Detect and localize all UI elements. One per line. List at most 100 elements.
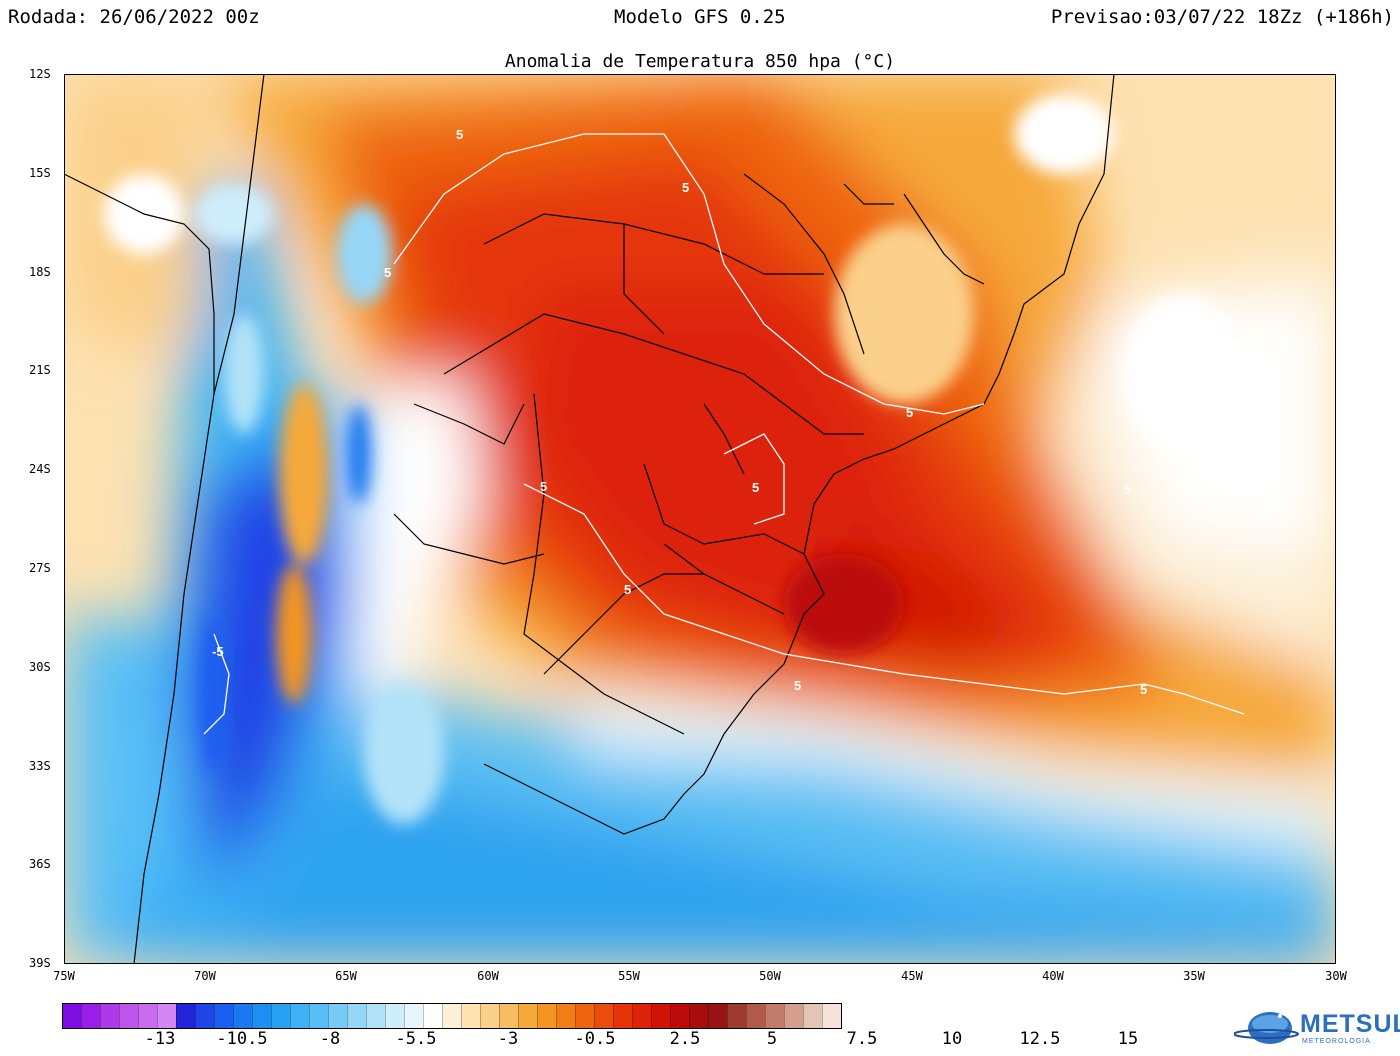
colorbar-segment: [689, 1004, 708, 1028]
colorbar-segment: [214, 1004, 233, 1028]
colorbar-label: -8: [319, 1029, 341, 1049]
lat-label: 21S: [29, 363, 51, 377]
colorbar-segment: [803, 1004, 822, 1028]
colorbar-label: -0.5: [574, 1029, 616, 1049]
contour-label-5: 5: [752, 480, 759, 495]
model-name-label: Modelo GFS 0.25: [614, 6, 786, 28]
contour-label-5: 5: [384, 265, 391, 280]
colorbar-segment: [556, 1004, 575, 1028]
colorbar-segment: [537, 1004, 556, 1028]
colorbar-segment: [784, 1004, 803, 1028]
anomaly-field-broad: [64, 74, 1336, 964]
contour-label-5: 5: [794, 678, 801, 693]
lat-label: 27S: [29, 561, 51, 575]
colorbar-label: -10.5: [216, 1029, 268, 1049]
colorbar-segment: [138, 1004, 157, 1028]
contour-lines: [203, 133, 1245, 735]
colorbar-segment: [594, 1004, 613, 1028]
colorbar-segment: [670, 1004, 689, 1028]
colorbar-segment: [385, 1004, 404, 1028]
lon-label: 55W: [618, 969, 640, 983]
colorbar-label: 7.5: [846, 1029, 878, 1049]
lon-label: 35W: [1183, 969, 1205, 983]
color-scale-bar: [62, 1003, 842, 1029]
colorbar-segment: [822, 1004, 841, 1028]
globe-icon: [1233, 1012, 1299, 1044]
map-title: Anomalia de Temperatura 850 hpa (°C): [504, 51, 896, 72]
lon-label: 30W: [1325, 969, 1347, 983]
lat-label: 18S: [29, 265, 51, 279]
colorbar-segment: [328, 1004, 347, 1028]
lat-label: 30S: [29, 660, 51, 674]
colorbar-label: -13: [144, 1029, 176, 1049]
logo-wordmark: METSUL: [1300, 1010, 1400, 1038]
contour-labels: 5 5 5 5 5 5 5 5 5 5 -5: [212, 127, 1147, 697]
lon-label: 60W: [477, 969, 499, 983]
colorbar-segment: [765, 1004, 784, 1028]
colorbar-segment: [63, 1004, 81, 1028]
colorbar-segment: [271, 1004, 290, 1028]
colorbar-segment: [252, 1004, 271, 1028]
forecast-time-label: Previsao:03/07/22 18Zz (+186h): [1050, 6, 1394, 28]
colorbar-segment: [632, 1004, 651, 1028]
colorbar-label: -5.5: [395, 1029, 437, 1049]
contour-label-5: 5: [1124, 482, 1131, 497]
colorbar-segment: [575, 1004, 594, 1028]
temperature-anomaly-map[interactable]: 5 5 5 5 5 5 5 5 5 5 -5: [64, 74, 1336, 964]
colorbar-segment: [404, 1004, 423, 1028]
logo-subtitle: METEOROLOGIA: [1302, 1038, 1371, 1045]
colorbar-segment: [708, 1004, 727, 1028]
colorbar-segment: [613, 1004, 632, 1028]
lon-label: 45W: [901, 969, 923, 983]
contour-label-5: 5: [540, 479, 547, 494]
contour-label-5: 5: [906, 405, 913, 420]
colorbar-segment: [461, 1004, 480, 1028]
colorbar-label: 2.5: [669, 1029, 701, 1049]
coastlines-and-borders: [64, 74, 1115, 964]
colorbar-segment: [233, 1004, 252, 1028]
colorbar-label: -3: [497, 1029, 519, 1049]
lon-label: 40W: [1042, 969, 1064, 983]
colorbar-segment: [309, 1004, 328, 1028]
colorbar-label: 12.5: [1019, 1029, 1061, 1049]
metsul-logo: [1233, 1004, 1400, 1052]
contour-label-5: 5: [682, 180, 689, 195]
lon-label: 75W: [53, 969, 75, 983]
colorbar-segment: [423, 1004, 442, 1028]
contour-label-5: 5: [624, 582, 631, 597]
lat-label: 12S: [29, 67, 51, 81]
colorbar-segment: [499, 1004, 518, 1028]
map-border: [64, 74, 1336, 964]
colorbar-label: 5: [766, 1029, 778, 1049]
colorbar-segment: [195, 1004, 214, 1028]
colorbar-segment: [290, 1004, 309, 1028]
colorbar-segment: [176, 1004, 195, 1028]
colorbar-segment: [480, 1004, 499, 1028]
lat-label: 33S: [29, 759, 51, 773]
lon-label: 70W: [194, 969, 216, 983]
contour-label-5: 5: [1140, 682, 1147, 697]
lon-label: 50W: [759, 969, 781, 983]
colorbar-segment: [442, 1004, 461, 1028]
colorbar-segment: [157, 1004, 176, 1028]
lat-label: 24S: [29, 462, 51, 476]
lat-label: 39S: [29, 956, 51, 970]
colorbar-label: 10: [941, 1029, 963, 1049]
anomaly-field-detail: [104, 94, 1244, 824]
colorbar-segment: [518, 1004, 537, 1028]
contour-label-minus-5: -5: [212, 644, 224, 659]
contour-label-5: 5: [456, 127, 463, 142]
colorbar-segment: [347, 1004, 366, 1028]
map-canvas: 5 5 5 5 5 5 5 5 5 5 -5: [64, 74, 1336, 964]
colorbar-segment: [651, 1004, 670, 1028]
run-time-label: Rodada: 26/06/2022 00z: [8, 6, 260, 28]
colorbar-label: 15: [1117, 1029, 1139, 1049]
colorbar-segment: [119, 1004, 138, 1028]
colorbar-segment: [81, 1004, 100, 1028]
colorbar-segment: [366, 1004, 385, 1028]
colorbar-segment: [746, 1004, 765, 1028]
lat-label: 15S: [29, 166, 51, 180]
colorbar-segment: [100, 1004, 119, 1028]
lon-label: 65W: [335, 969, 357, 983]
lat-label: 36S: [29, 857, 51, 871]
